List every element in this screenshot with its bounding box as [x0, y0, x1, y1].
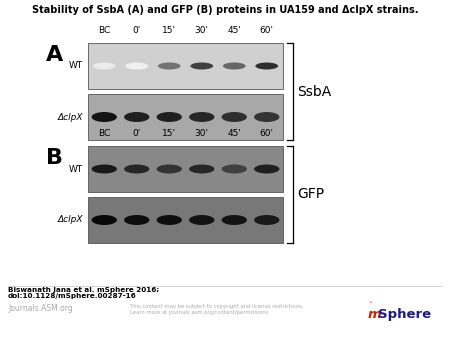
Text: BC: BC [98, 26, 110, 35]
Text: 15': 15' [162, 129, 176, 138]
Ellipse shape [189, 112, 215, 122]
Bar [88, 197, 283, 243]
Ellipse shape [221, 165, 247, 173]
Text: 0': 0' [133, 26, 141, 35]
Ellipse shape [254, 215, 279, 225]
Text: SsbA: SsbA [297, 84, 331, 98]
Ellipse shape [92, 215, 117, 225]
Text: 60': 60' [260, 26, 274, 35]
Ellipse shape [124, 112, 149, 122]
Text: WT: WT [69, 62, 83, 71]
Ellipse shape [254, 165, 279, 173]
Text: GFP: GFP [297, 188, 324, 201]
Ellipse shape [124, 165, 149, 173]
Ellipse shape [254, 112, 279, 122]
Text: A: A [46, 45, 63, 65]
Ellipse shape [189, 165, 215, 173]
Text: doi:10.1128/mSphere.00287-16: doi:10.1128/mSphere.00287-16 [8, 293, 137, 299]
Bar [88, 146, 283, 192]
Text: B: B [46, 148, 63, 168]
Ellipse shape [92, 165, 117, 173]
Text: WT: WT [69, 165, 83, 173]
Ellipse shape [92, 112, 117, 122]
Ellipse shape [190, 63, 213, 70]
Text: ΔclpX: ΔclpX [58, 113, 83, 121]
Bar [88, 43, 283, 89]
Text: 0': 0' [133, 129, 141, 138]
Text: ΔclpX: ΔclpX [58, 216, 83, 224]
Text: m: m [368, 308, 382, 321]
Bar [88, 94, 283, 140]
Ellipse shape [221, 112, 247, 122]
Text: This content may be subject to copyright and license restrictions.
Learn more at: This content may be subject to copyright… [130, 304, 303, 315]
Text: 60': 60' [260, 129, 274, 138]
Text: 45': 45' [227, 129, 241, 138]
Ellipse shape [157, 112, 182, 122]
Ellipse shape [256, 63, 278, 70]
Ellipse shape [93, 63, 116, 70]
Ellipse shape [189, 215, 215, 225]
Ellipse shape [158, 63, 180, 70]
Ellipse shape [221, 215, 247, 225]
Ellipse shape [124, 215, 149, 225]
Text: Stability of SsbA (A) and GFP (B) proteins in UA159 and ΔclpX strains.: Stability of SsbA (A) and GFP (B) protei… [32, 5, 418, 15]
Text: 45': 45' [227, 26, 241, 35]
Ellipse shape [126, 63, 148, 70]
Text: Biswanath Jana et al. mSphere 2016;: Biswanath Jana et al. mSphere 2016; [8, 287, 159, 293]
Text: 30': 30' [195, 26, 209, 35]
Ellipse shape [157, 165, 182, 173]
Ellipse shape [223, 63, 246, 70]
Text: Journals.ASM.org: Journals.ASM.org [8, 304, 73, 313]
Text: 15': 15' [162, 26, 176, 35]
Text: Sphere: Sphere [378, 308, 431, 321]
Ellipse shape [157, 215, 182, 225]
Text: ˆ: ˆ [368, 302, 372, 308]
Text: BC: BC [98, 129, 110, 138]
Text: 30': 30' [195, 129, 209, 138]
